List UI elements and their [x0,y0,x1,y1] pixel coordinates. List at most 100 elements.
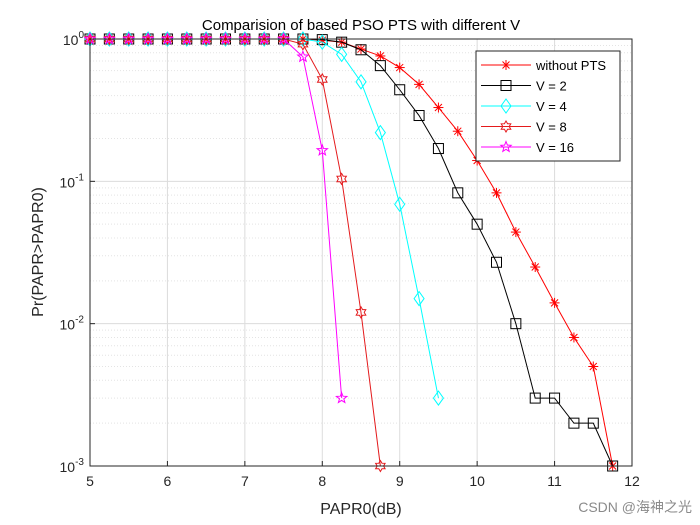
plot-box [89,38,633,467]
y-tick-label: 100 [63,30,85,48]
diamond-marker [432,390,445,406]
x-tick-label: 11 [547,473,562,489]
hexagram-marker [181,32,193,46]
asterisk-stroke [376,52,385,60]
square-marker [394,84,406,96]
asterisk-marker [510,227,521,238]
pentagram-marker [238,32,252,45]
x-tick-label: 9 [396,473,404,489]
hexagram-marker [123,32,135,46]
asterisk-marker [394,62,405,73]
asterisk-marker [568,332,579,343]
square-marker [568,417,580,429]
legend-label: V = 2 [536,79,567,94]
diamond-marker [374,124,386,141]
asterisk-stroke [415,80,423,89]
legend-item: V = 8 [481,120,567,135]
x-tick-label: 10 [469,473,485,489]
asterisk-marker [491,187,502,198]
x-tick-label: 6 [164,473,172,489]
series-v-8 [84,32,386,473]
legend-label: without PTS [535,58,606,73]
series-line [90,38,343,399]
asterisk-marker [549,297,560,308]
legend: without PTS V = 2 V = 4 V = 8 V = 16 [475,50,621,162]
hexagram-marker [297,37,309,51]
square-marker [355,44,367,56]
hexagram-marker [355,305,367,319]
asterisk-marker [588,361,599,372]
square-marker [587,417,599,429]
hexagram-marker [277,32,290,46]
asterisk-marker [433,102,444,113]
diamond-marker [355,73,367,90]
pentagram-marker [160,32,175,45]
asterisk-stroke [531,263,540,271]
asterisk-stroke [357,45,365,53]
x-tick-label: 8 [318,473,326,489]
legend-label: V = 8 [536,120,567,135]
asterisk-stroke [492,188,501,197]
x-axis-label: PAPR0(dB) [320,501,402,518]
legend-label: V = 16 [536,140,574,155]
pentagram-marker [296,49,310,63]
hexagram-marker [374,459,386,473]
ticks: 5 6 7 8 9 10 11 12 100 10-1 10-2 10-3 [60,30,640,489]
asterisk-marker [375,50,386,61]
watermark: CSDN @海神之光 [578,499,692,515]
square-marker [510,318,522,330]
asterisk-marker [452,126,463,137]
asterisk-stroke [589,362,598,371]
diamond-marker [394,196,406,213]
square-marker [452,187,464,199]
hexagram-marker [316,72,328,86]
asterisk-stroke [512,228,520,236]
hexagram-marker [161,32,174,46]
square-marker [374,60,386,72]
asterisk-marker [501,60,511,70]
pentagram-marker [257,32,271,45]
asterisk-stroke [453,127,462,136]
hexagram-marker [103,32,115,46]
asterisk-stroke [502,61,510,69]
legend-item: without PTS [481,58,606,73]
hexagram-marker [500,120,512,133]
square-marker [471,218,483,230]
asterisk-stroke [434,103,443,112]
pentagram-marker [218,32,233,45]
square-marker [432,143,444,155]
hexagram-marker [258,32,270,46]
chart-title: Comparision of based PSO PTS with differ… [202,17,520,34]
x-tick-label: 5 [86,473,94,489]
pentagram-marker [315,143,329,156]
pentagram-marker [180,32,194,45]
diamond-marker [316,34,328,51]
pentagram-marker [499,140,513,153]
series-line [90,38,439,399]
square-marker [491,256,502,268]
pentagram-marker [199,32,213,45]
asterisk-marker [356,44,366,55]
diamond-marker [500,98,512,114]
square-marker [413,110,425,122]
pentagram-marker [122,32,136,45]
hexagram-marker [239,32,251,46]
x-tick-label: 12 [624,473,640,489]
legend-label: V = 4 [536,99,567,114]
asterisk-stroke [550,299,559,307]
legend-item: V = 4 [481,98,567,114]
y-tick-label: 10-3 [60,457,85,475]
pentagram-marker [335,391,349,404]
diamond-marker [413,290,425,307]
hexagram-marker [336,172,348,186]
pentagram-marker [276,32,291,45]
diamond-marker [297,31,309,47]
diamond-marker [336,46,348,63]
legend-item: V = 2 [481,79,567,94]
asterisk-stroke [395,63,404,72]
y-axis-label: Pr(PAPR>PAPR0) [30,187,47,317]
hexagram-marker [200,32,212,46]
hexagram-marker [219,32,232,46]
square-marker [549,392,561,404]
